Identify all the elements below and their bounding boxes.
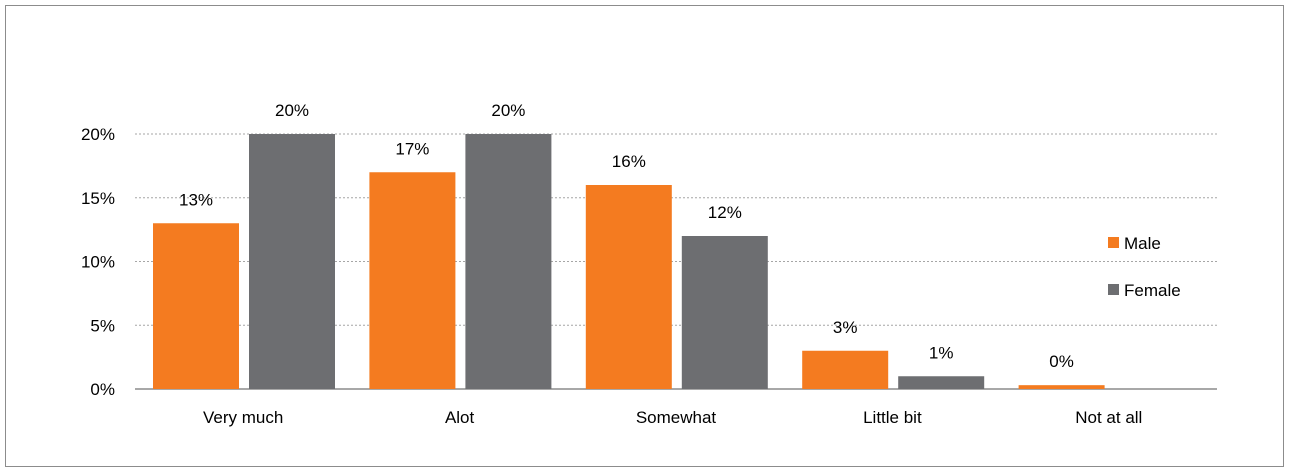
y-tick-label: 0%	[90, 380, 115, 399]
legend-label-male: Male	[1124, 234, 1161, 253]
data-label: 3%	[833, 318, 858, 337]
bar-male	[1018, 385, 1105, 389]
legend-swatch-female	[1108, 284, 1119, 295]
bar-male	[153, 223, 239, 389]
data-label: 13%	[179, 190, 213, 209]
bar-female	[681, 236, 768, 389]
data-label: 17%	[395, 139, 429, 158]
bar-male	[585, 185, 672, 389]
bar-male	[369, 172, 456, 389]
bar-female	[898, 376, 985, 389]
x-category-label: Very much	[203, 408, 283, 427]
data-label: 0%	[1049, 352, 1074, 371]
y-tick-label: 5%	[90, 316, 115, 335]
x-category-label: Not at all	[1075, 408, 1142, 427]
bar-female	[249, 134, 335, 389]
bar-female	[465, 134, 552, 389]
y-tick-label: 10%	[81, 253, 115, 272]
y-tick-label: 15%	[81, 189, 115, 208]
legend-label-female: Female	[1124, 281, 1181, 300]
x-category-label: Little bit	[863, 408, 922, 427]
y-tick-label: 20%	[81, 125, 115, 144]
data-label: 16%	[612, 152, 646, 171]
data-label: 1%	[929, 343, 954, 362]
x-category-label: Alot	[445, 408, 475, 427]
data-label: 20%	[491, 101, 525, 120]
data-label: 20%	[275, 101, 309, 120]
data-label: 12%	[708, 203, 742, 222]
legend-swatch-male	[1108, 237, 1119, 248]
x-category-label: Somewhat	[636, 408, 717, 427]
bar-male	[802, 350, 889, 389]
